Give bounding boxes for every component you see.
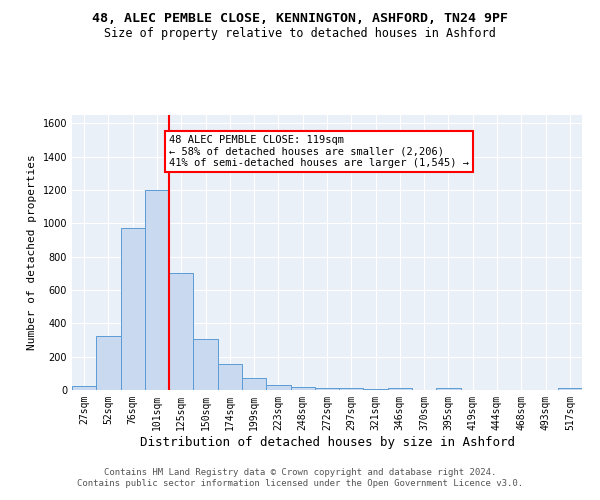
Bar bbox=[364, 389, 388, 390]
Bar bbox=[218, 364, 242, 390]
Bar bbox=[558, 388, 582, 390]
Y-axis label: Number of detached properties: Number of detached properties bbox=[27, 154, 37, 350]
Bar bbox=[436, 388, 461, 390]
Bar bbox=[315, 388, 339, 390]
Bar bbox=[242, 378, 266, 390]
Bar bbox=[266, 385, 290, 390]
Bar bbox=[388, 388, 412, 390]
Bar bbox=[169, 274, 193, 390]
Bar bbox=[193, 339, 218, 390]
Bar bbox=[339, 388, 364, 390]
Text: Contains HM Land Registry data © Crown copyright and database right 2024.
Contai: Contains HM Land Registry data © Crown c… bbox=[77, 468, 523, 487]
Text: Size of property relative to detached houses in Ashford: Size of property relative to detached ho… bbox=[104, 28, 496, 40]
Bar bbox=[121, 228, 145, 390]
Text: 48 ALEC PEMBLE CLOSE: 119sqm
← 58% of detached houses are smaller (2,206)
41% of: 48 ALEC PEMBLE CLOSE: 119sqm ← 58% of de… bbox=[169, 135, 469, 168]
Text: 48, ALEC PEMBLE CLOSE, KENNINGTON, ASHFORD, TN24 9PF: 48, ALEC PEMBLE CLOSE, KENNINGTON, ASHFO… bbox=[92, 12, 508, 26]
Bar bbox=[72, 386, 96, 390]
Bar bbox=[96, 336, 121, 390]
Bar bbox=[145, 190, 169, 390]
X-axis label: Distribution of detached houses by size in Ashford: Distribution of detached houses by size … bbox=[139, 436, 515, 448]
Bar bbox=[290, 386, 315, 390]
